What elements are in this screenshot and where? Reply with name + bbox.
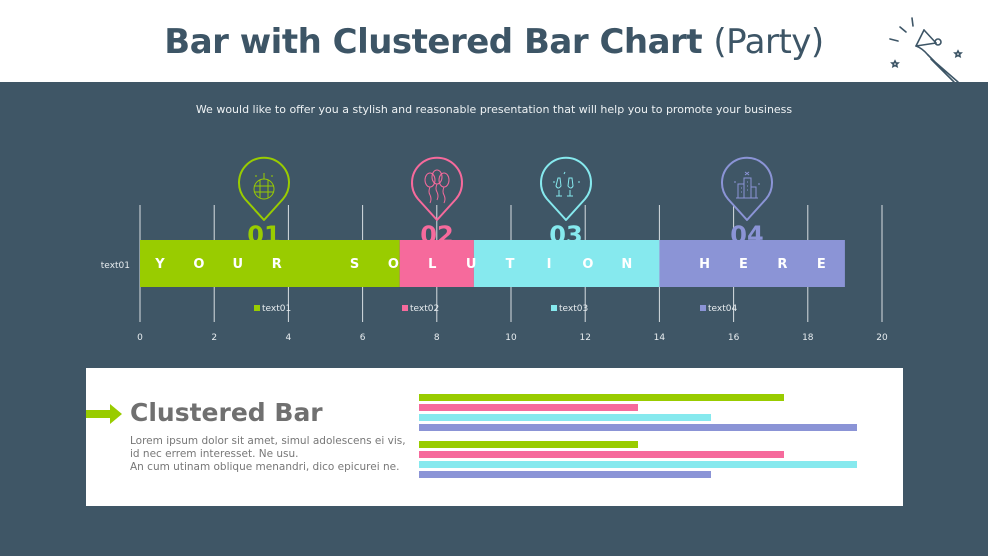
x-tick-label: 14 <box>654 333 666 343</box>
bar-text-letter: U <box>466 257 477 272</box>
map-pin-marker <box>721 156 773 221</box>
x-tick-label: 18 <box>802 333 814 343</box>
bar-text-letter: R <box>272 257 282 272</box>
bar-segment-text01 <box>140 240 400 287</box>
map-pin-marker <box>238 156 290 221</box>
champagne-glasses-icon <box>553 171 580 197</box>
bar-text-letter: L <box>428 257 436 272</box>
bar-segment-text02 <box>399 240 474 287</box>
x-tick-label: 10 <box>505 333 517 343</box>
clustered-bar <box>419 451 784 458</box>
disco-ball-icon <box>253 173 275 200</box>
city-buildings-icon <box>734 171 760 199</box>
legend-swatch <box>551 305 557 311</box>
bar-text-letter: R <box>777 257 787 272</box>
title-bold: Bar with Clustered Bar Chart <box>164 22 703 62</box>
bar-text-letter: T <box>506 257 515 272</box>
bar-text-letter: O <box>193 257 204 272</box>
title-light: (Party) <box>713 22 824 62</box>
panel-text-line: Lorem ipsum dolor sit amet, simul adoles… <box>130 435 406 447</box>
bar-segment-text03 <box>473 240 660 287</box>
bar-text-letter: O <box>582 257 593 272</box>
x-tick-label: 16 <box>728 333 740 343</box>
arrow-right-icon <box>86 404 122 424</box>
bar-text-letter: S <box>350 257 359 272</box>
legend-label: text03 <box>559 304 588 314</box>
bar-text-letter: U <box>233 257 244 272</box>
category-label: text01 <box>101 261 130 271</box>
x-tick-label: 6 <box>360 333 366 343</box>
x-tick-label: 4 <box>286 333 292 343</box>
map-pin-marker <box>411 156 463 221</box>
bar-text-letter: E <box>739 257 748 272</box>
bar-text-letter: O <box>388 257 399 272</box>
bar-segment-text04 <box>659 240 845 287</box>
subtitle: We would like to offer you a stylish and… <box>195 103 793 116</box>
clustered-bar <box>419 414 711 421</box>
clustered-bar-chart <box>419 394 857 478</box>
map-pin-marker <box>540 156 592 221</box>
party-horn-icon <box>889 17 963 83</box>
disco-grid <box>254 173 274 198</box>
legend-swatch <box>254 305 260 311</box>
legend-label: text04 <box>708 304 737 314</box>
balloon <box>424 172 436 188</box>
balloon <box>431 169 443 185</box>
x-tick-label: 0 <box>137 333 143 343</box>
clustered-bar <box>419 461 857 468</box>
x-tick-label: 20 <box>876 333 888 343</box>
legend-swatch <box>700 305 706 311</box>
bar-text-letter: H <box>699 257 710 272</box>
balloon-string <box>428 186 432 204</box>
bar-text-letter: Y <box>154 257 165 272</box>
clustered-bar <box>419 404 638 411</box>
clustered-bar-panel: Clustered Bar Lorem ipsum dolor sit amet… <box>86 368 903 506</box>
page-title: Bar with Clustered Bar Chart (Party) <box>0 22 988 62</box>
x-tick-label: 2 <box>211 333 217 343</box>
bar-text-letter: E <box>817 257 826 272</box>
panel-text-line: id nec errem interesset. Ne usu. <box>130 448 299 460</box>
x-tick-label: 8 <box>434 333 440 343</box>
balloon <box>438 172 450 188</box>
glasses <box>553 171 580 197</box>
buildings <box>734 171 760 199</box>
legend-label: text02 <box>410 304 439 314</box>
balloons-icon <box>424 169 450 204</box>
disco-ball <box>253 178 275 200</box>
legend-swatch <box>402 305 408 311</box>
balloon-string <box>435 183 439 201</box>
clustered-bar <box>419 394 784 401</box>
clustered-bar <box>419 441 638 448</box>
legend-label: text01 <box>262 304 291 314</box>
bar-text-letter: N <box>621 257 632 272</box>
panel-text-line: An cum utinam oblique menandri, dico epi… <box>130 461 400 473</box>
header: Bar with Clustered Bar Chart (Party) <box>0 0 988 83</box>
panel-text: Lorem ipsum dolor sit amet, simul adoles… <box>130 435 430 474</box>
clustered-bar <box>419 471 711 478</box>
x-tick-label: 12 <box>579 333 590 343</box>
balloon-string <box>442 186 446 204</box>
bar-text-letter: I <box>547 257 552 272</box>
panel-title: Clustered Bar <box>130 398 323 427</box>
clustered-bar <box>419 424 857 431</box>
